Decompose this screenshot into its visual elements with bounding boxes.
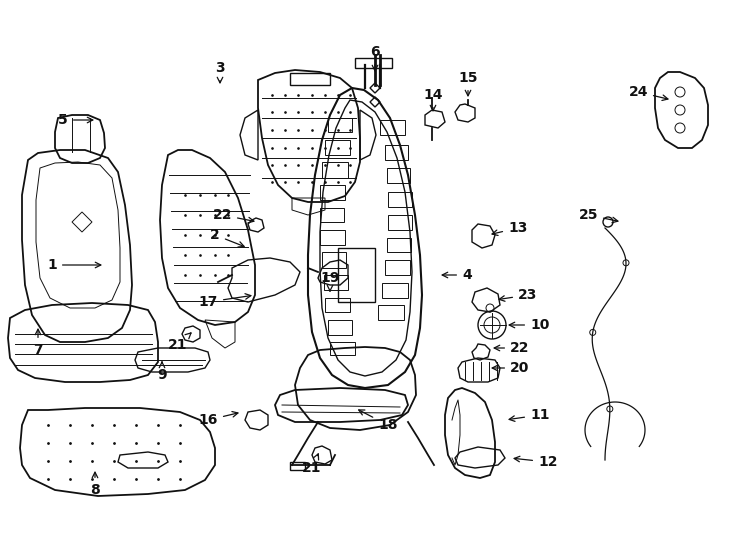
Text: 8: 8 xyxy=(90,472,100,497)
Text: 16: 16 xyxy=(199,411,238,427)
Text: 3: 3 xyxy=(215,61,225,83)
Text: 2: 2 xyxy=(210,228,244,247)
Text: 14: 14 xyxy=(424,88,443,111)
Text: 6: 6 xyxy=(370,45,379,71)
Text: 12: 12 xyxy=(514,455,558,469)
Text: 21: 21 xyxy=(168,333,191,352)
Text: 7: 7 xyxy=(33,329,43,357)
Text: 13: 13 xyxy=(492,221,527,235)
Text: 18: 18 xyxy=(359,410,398,432)
Text: 25: 25 xyxy=(578,208,618,222)
Text: 9: 9 xyxy=(157,362,167,382)
Text: 1: 1 xyxy=(47,258,101,272)
Text: 19: 19 xyxy=(320,271,340,291)
Text: 11: 11 xyxy=(509,408,550,422)
Text: 15: 15 xyxy=(458,71,478,96)
Text: 5: 5 xyxy=(58,113,92,127)
Text: 10: 10 xyxy=(509,318,549,332)
Text: 24: 24 xyxy=(628,85,668,100)
Text: 4: 4 xyxy=(442,268,472,282)
Text: 22: 22 xyxy=(494,341,529,355)
Text: 21: 21 xyxy=(302,454,321,475)
Text: 22: 22 xyxy=(213,208,254,223)
Text: 17: 17 xyxy=(199,294,251,309)
Text: 23: 23 xyxy=(499,288,537,302)
Text: 20: 20 xyxy=(493,361,529,375)
